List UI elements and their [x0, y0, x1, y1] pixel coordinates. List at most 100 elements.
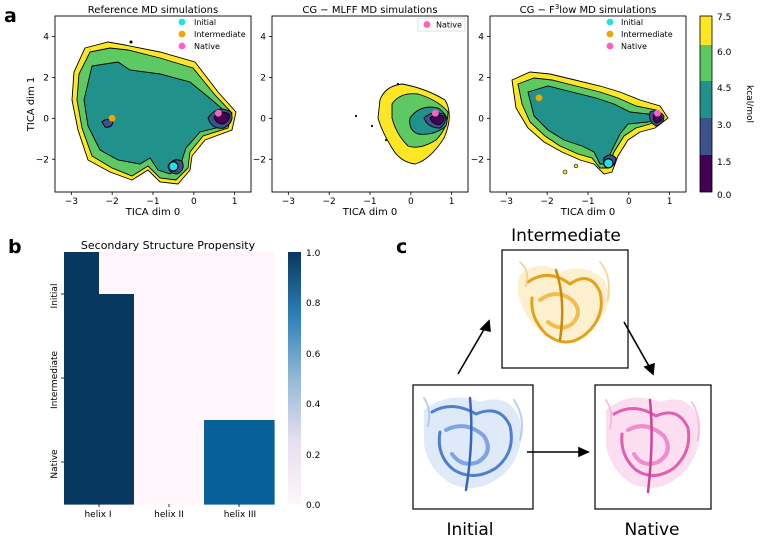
heatmap-cell	[239, 378, 275, 421]
heatmap-cell	[99, 420, 135, 463]
y-tick-label: 4	[478, 32, 484, 42]
y-tick-label: 0	[43, 114, 49, 124]
native-protein-image	[605, 397, 701, 494]
x-tick-label: 1	[667, 197, 673, 207]
legend: Native	[417, 17, 466, 32]
x-axis-label: TICA dim 0	[342, 207, 397, 218]
point-native	[654, 109, 661, 117]
intermediate-protein-image	[517, 261, 610, 344]
energy-landscape-contours	[354, 82, 450, 165]
x-tick-label: −1	[363, 197, 376, 207]
heatmap-column-labels: helix I helix II helix III	[84, 510, 256, 520]
energy-landscape-contours	[71, 40, 237, 185]
colorbar-band	[700, 16, 712, 45]
energy-colorbar: 7.5 6.0 4.5 3.0 1.5 0.0 kcal/mol	[699, 13, 754, 201]
heatmap-cell	[134, 420, 170, 463]
point-intermediate	[108, 114, 116, 122]
intermediate-caption: Intermediate	[511, 226, 621, 246]
heat-colorbar-gradient	[288, 252, 301, 504]
heatmap-cell	[64, 294, 100, 337]
legend-intermediate-marker	[606, 30, 614, 38]
y-tick-label: 2	[478, 73, 484, 83]
x-tick-label: 1	[232, 197, 238, 207]
heatmap-cell	[64, 378, 100, 421]
heat-colorbar-tick: 0.8	[306, 299, 321, 309]
legend-native-label: Native	[621, 42, 647, 51]
heatmap-cell	[64, 336, 100, 379]
colorbar-label: kcal/mol	[744, 85, 754, 123]
legend-initial-label: Initial	[194, 18, 216, 27]
heatmap-cell	[239, 420, 275, 463]
heatmap-cell	[169, 378, 205, 421]
colorbar-tick: 6.0	[717, 48, 732, 58]
y-tick-label: 0	[478, 114, 484, 124]
x-tick-label: 0	[626, 197, 632, 207]
plot-reference-md: Reference MD simulations Initial Interme…	[26, 5, 252, 218]
plot-title: CG − F3low MD simulations	[520, 3, 657, 16]
heat-colorbar-tick: 1.0	[306, 249, 321, 259]
legend-native-marker	[423, 21, 431, 28]
heat-colorbar-tick: 0.2	[306, 451, 320, 461]
heatmap-cell	[99, 336, 135, 379]
x-tick-label: −2	[541, 197, 554, 207]
legend-intermediate-marker	[178, 30, 186, 38]
initial-protein-image	[423, 396, 523, 492]
colorbar-tick: 0.0	[717, 191, 732, 201]
heatmap-cell	[134, 336, 170, 379]
heatmap-col-label: helix I	[84, 510, 111, 520]
heatmap-cell	[99, 378, 135, 421]
axes: −3 −2 −1 0 1 4 2 0 −2	[471, 32, 673, 207]
heatmap-cell	[239, 294, 275, 337]
transition-arrows	[457, 319, 655, 458]
x-tick-label: −2	[106, 197, 119, 207]
heatmap-row-label: Initial	[50, 284, 60, 309]
point-native	[214, 109, 222, 117]
y-tick-label: −2	[471, 155, 484, 165]
arrowhead	[479, 319, 491, 333]
x-tick-label: −3	[500, 197, 513, 207]
plot-title-main: CG − F	[520, 5, 555, 16]
x-tick-label: 0	[408, 197, 414, 207]
plot-title: CG − MLFF MD simulations	[302, 5, 437, 16]
point-native	[431, 109, 439, 117]
point-initial	[168, 161, 179, 172]
energy-landscape-contours	[511, 71, 669, 175]
heatmap-row-label: Intermediate	[50, 351, 60, 410]
heatmap-cell	[169, 420, 205, 463]
plot-cg-mlff: CG − MLFF MD simulations Native −3 −2 −1 0 1…	[253, 5, 469, 218]
heat-colorbar-tick: 0.0	[306, 501, 321, 511]
native-caption: Native	[624, 520, 679, 540]
heat-colorbar-tick: 0.4	[306, 400, 321, 410]
plot-cg-f3low: CG − F3low MD simulations Initial Interm…	[471, 3, 687, 218]
heatmap-cell	[64, 420, 100, 463]
legend: Initial Intermediate Native	[606, 18, 673, 51]
plot-title-end: low MD simulations	[559, 5, 656, 16]
x-tick-label: −2	[323, 197, 336, 207]
colorbar-tick: 4.5	[717, 84, 731, 94]
heatmap-cell	[64, 462, 100, 505]
heatmap-cell	[99, 252, 135, 295]
heatmap-cell	[204, 294, 240, 337]
y-tick-label: −2	[36, 155, 49, 165]
x-tick-label: −1	[146, 197, 159, 207]
heatmap-cell	[169, 252, 205, 295]
heatmap-cell	[134, 378, 170, 421]
heatmap-cell	[169, 462, 205, 505]
point-initial	[603, 158, 614, 169]
x-tick-label: −3	[65, 197, 78, 207]
y-tick-label: 0	[260, 114, 266, 124]
legend-intermediate-label: Intermediate	[621, 30, 673, 39]
heatmap-cell	[134, 462, 170, 505]
colorbar-band	[700, 155, 712, 192]
plot-points	[431, 109, 439, 117]
heatmap-row-labels: Initial Intermediate Native	[50, 284, 60, 479]
legend-native-label: Native	[194, 42, 220, 51]
colorbar-tick: 3.0	[717, 121, 732, 131]
arrow-intermediate-to-native	[623, 321, 651, 369]
legend: Initial Intermediate Native	[178, 18, 246, 51]
initial-caption: Initial	[446, 520, 493, 540]
heatmap-cell	[169, 336, 205, 379]
plot-points	[535, 94, 661, 169]
heatmap-cell	[204, 336, 240, 379]
